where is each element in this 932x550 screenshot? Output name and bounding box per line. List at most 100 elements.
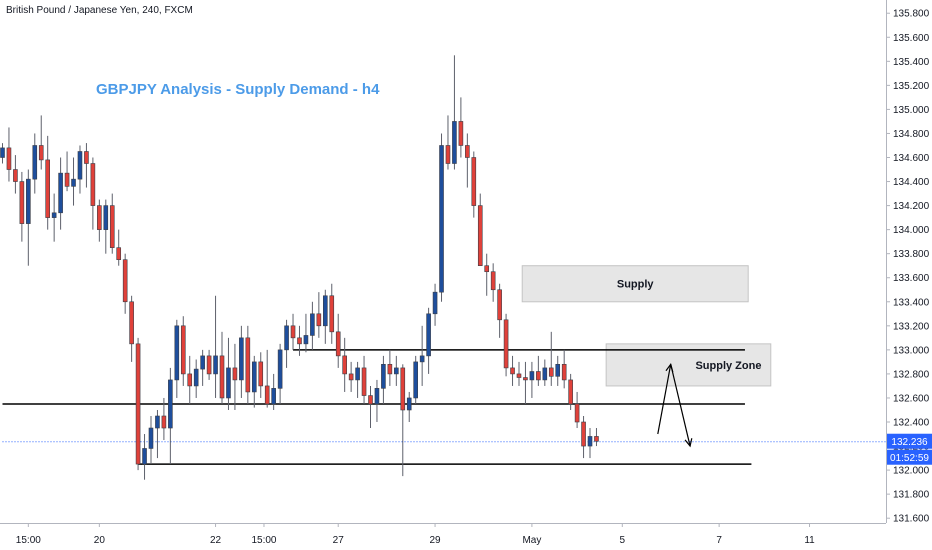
candle-body: [174, 325, 180, 381]
candle-body: [426, 313, 431, 357]
candle-body: [316, 313, 322, 327]
candle-body: [290, 325, 296, 339]
zone-label: Supply: [617, 279, 655, 291]
y-tick-label: 131.600: [893, 514, 930, 525]
candle-body: [342, 355, 347, 375]
candle-body: [258, 361, 264, 387]
candle-body: [561, 363, 567, 381]
chart-title: GBPJPY Analysis - Supply Demand - h4: [96, 81, 380, 98]
projection-layer: [657, 362, 693, 448]
y-tick-label: 134.600: [893, 153, 930, 164]
candle-body: [232, 367, 238, 381]
candle-body: [58, 172, 63, 214]
candle-body: [323, 295, 328, 327]
y-tick-label: 133.200: [893, 321, 930, 332]
x-tick-label: 29: [429, 535, 441, 546]
candle-body: [206, 355, 212, 375]
candle-body: [0, 147, 5, 158]
candle-body: [180, 325, 186, 375]
countdown-tag-label: 01:52:59: [890, 453, 929, 464]
y-tick-label: 135.000: [893, 105, 930, 116]
candle-body: [161, 415, 167, 429]
candle-body: [213, 355, 218, 375]
candle-body: [187, 373, 193, 387]
candle-body: [471, 157, 477, 206]
price-tag-box: [887, 433, 932, 449]
candle-body: [503, 319, 509, 369]
y-tick-label: 134.200: [893, 201, 930, 212]
candle-body: [368, 395, 373, 405]
candle-body: [406, 397, 412, 411]
y-tick-label: 133.000: [893, 345, 930, 356]
x-tick-label: 5: [620, 535, 626, 546]
zone-label: Supply Zone: [695, 360, 761, 372]
candle-body: [303, 335, 309, 345]
y-tick-label: 133.400: [893, 297, 930, 308]
candle-body: [555, 363, 561, 377]
candle-body: [413, 361, 418, 399]
candle-body: [523, 377, 528, 381]
candle-body: [516, 373, 522, 378]
candle-body: [510, 367, 515, 375]
y-tick-label: 132.400: [893, 418, 930, 429]
candle-body: [168, 379, 173, 429]
candle-body: [245, 337, 251, 393]
candle-body: [200, 355, 205, 370]
price-tag-label: 132.236: [891, 437, 928, 448]
y-tick-label: 135.400: [893, 57, 930, 68]
candle-body: [348, 373, 354, 381]
candle-body: [6, 147, 12, 170]
y-tick-label: 135.200: [893, 81, 930, 92]
candle-body: [64, 172, 70, 187]
candle-body: [84, 151, 89, 164]
candle-body: [568, 379, 573, 405]
candle-body: [419, 355, 425, 363]
x-tick-label: 7: [716, 535, 722, 546]
projection-arrowhead-down: [684, 438, 693, 448]
candle-body: [581, 421, 586, 447]
candle-body: [277, 349, 283, 389]
candle-body: [548, 367, 554, 377]
candle-body: [310, 313, 315, 336]
zone-box: [521, 265, 749, 303]
candle-body: [542, 367, 548, 381]
candle-body: [594, 436, 599, 442]
candle-body: [432, 291, 438, 315]
candle-body: [536, 371, 541, 381]
candle-body: [103, 205, 109, 230]
candle-body: [219, 355, 225, 399]
candle-body: [297, 337, 302, 345]
candle-body: [155, 415, 160, 429]
x-tick-label: May: [522, 535, 541, 546]
candle-body: [148, 427, 154, 449]
candle-body: [374, 388, 380, 405]
x-tick-label: 22: [210, 535, 222, 546]
candle-body: [381, 363, 386, 389]
price-tags: 132.236 01:52:59: [887, 433, 932, 465]
candle-body: [355, 367, 360, 381]
candle-body: [587, 436, 593, 447]
x-tick-label: 15:00: [251, 535, 276, 546]
candle-body: [497, 289, 502, 321]
candles-layer: [0, 55, 599, 480]
candle-body: [71, 178, 76, 187]
y-tick-label: 131.800: [893, 490, 930, 501]
x-axis[interactable]: 15:00 20 22 15:00 27 29 May 5 7 11: [16, 523, 815, 546]
candle-body: [458, 121, 464, 146]
candle-body: [284, 325, 289, 351]
candle-body: [452, 121, 457, 164]
x-tick-label: 15:00: [16, 535, 41, 546]
symbol-header: British Pound / Japanese Yen, 240, FXCM: [6, 5, 193, 16]
candle-body: [465, 145, 470, 158]
zones-layer: Supply Supply Zone: [521, 265, 772, 387]
y-tick-label: 133.800: [893, 249, 930, 260]
candle-body: [251, 361, 257, 393]
y-tick-label: 135.800: [893, 9, 930, 20]
zone-box: [605, 343, 772, 387]
candle-body: [116, 247, 122, 260]
candle-body: [574, 403, 580, 423]
candle-body: [129, 301, 134, 345]
candle-body: [193, 368, 199, 387]
